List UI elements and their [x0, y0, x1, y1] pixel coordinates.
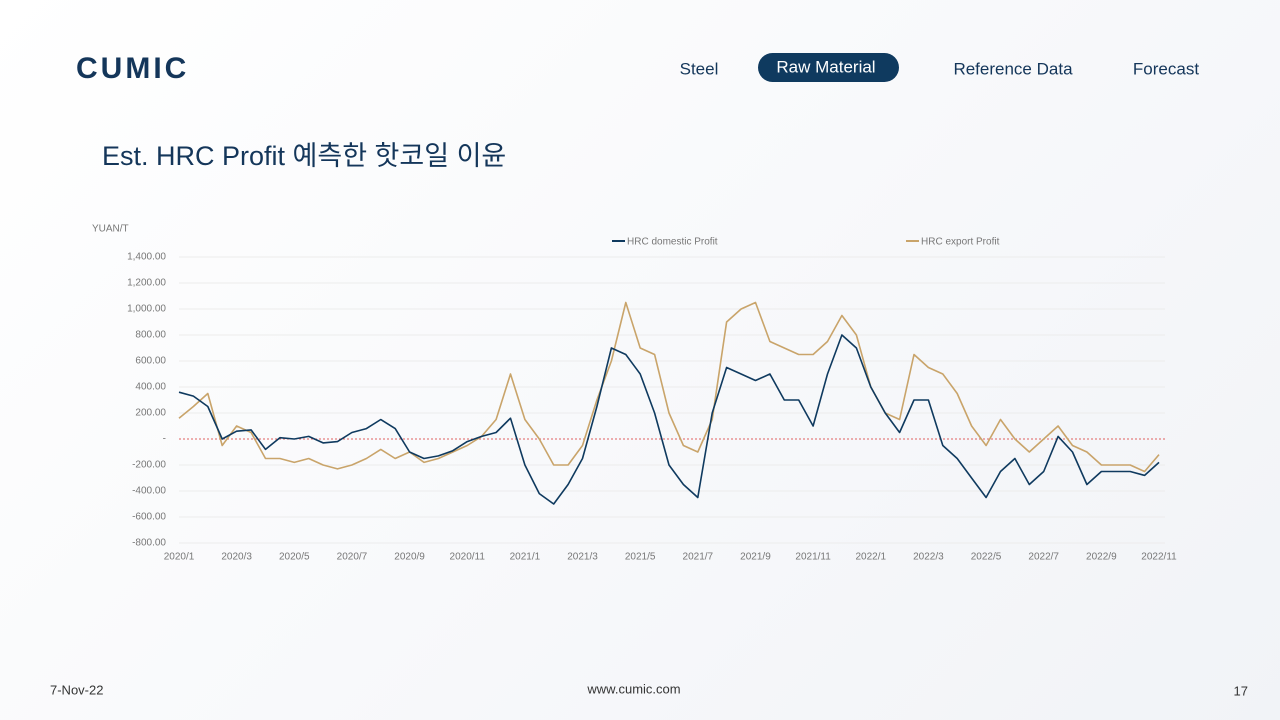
x-tick-label: 2020/3	[221, 552, 252, 563]
nav-item[interactable]: Forecast	[1133, 59, 1199, 78]
nav-item[interactable]: Steel	[680, 59, 719, 78]
y-tick-label: 600.00	[135, 356, 166, 367]
y-tick-label: 1,400.00	[127, 252, 166, 263]
logo: CUMIC	[76, 52, 189, 85]
legend-label: HRC domestic Profit	[627, 237, 718, 248]
y-tick-label: 800.00	[135, 330, 166, 341]
x-tick-label: 2020/1	[164, 552, 195, 563]
y-tick-label: 200.00	[135, 408, 166, 419]
x-tick-label: 2020/9	[394, 552, 425, 563]
x-tick-label: 2021/11	[795, 552, 831, 563]
footer-url[interactable]: www.cumic.com	[586, 681, 680, 696]
x-tick-label: 2020/5	[279, 552, 310, 563]
x-tick-label: 2021/1	[510, 552, 541, 563]
x-tick-label: 2020/7	[337, 552, 368, 563]
x-tick-label: 2021/7	[683, 552, 714, 563]
x-tick-label: 2021/9	[740, 552, 771, 563]
y-tick-label: -200.00	[132, 460, 166, 471]
x-tick-label: 2022/5	[971, 552, 1002, 563]
slide-title: Est. HRC Profit 예측한 핫코일 이윤	[102, 141, 506, 171]
y-tick-label: -	[163, 434, 166, 445]
y-tick-label: 1,000.00	[127, 304, 166, 315]
nav-active-pill	[758, 53, 899, 82]
y-tick-label: 1,200.00	[127, 278, 166, 289]
x-tick-label: 2022/7	[1028, 552, 1059, 563]
x-tick-label: 2022/9	[1086, 552, 1117, 563]
nav-item[interactable]: Raw Material	[776, 57, 875, 76]
line-series	[178, 334, 1160, 505]
y-tick-label: 400.00	[135, 382, 166, 393]
y-tick-label: -800.00	[132, 538, 166, 549]
nav-item[interactable]: Reference Data	[953, 59, 1073, 78]
x-tick-label: 2021/3	[567, 552, 598, 563]
x-tick-label: 2022/3	[913, 552, 944, 563]
line-series	[178, 301, 1160, 473]
y-tick-label: -400.00	[132, 486, 166, 497]
legend-label: HRC export Profit	[921, 237, 1000, 248]
x-tick-label: 2022/1	[855, 552, 886, 563]
x-tick-label: 2022/11	[1141, 552, 1177, 563]
page-number: 17	[1234, 683, 1248, 698]
footer-date: 7-Nov-22	[50, 682, 103, 697]
y-tick-label: -600.00	[132, 512, 166, 523]
y-axis-label: YUAN/T	[92, 224, 129, 235]
x-tick-label: 2021/5	[625, 552, 656, 563]
x-tick-label: 2020/11	[450, 552, 486, 563]
